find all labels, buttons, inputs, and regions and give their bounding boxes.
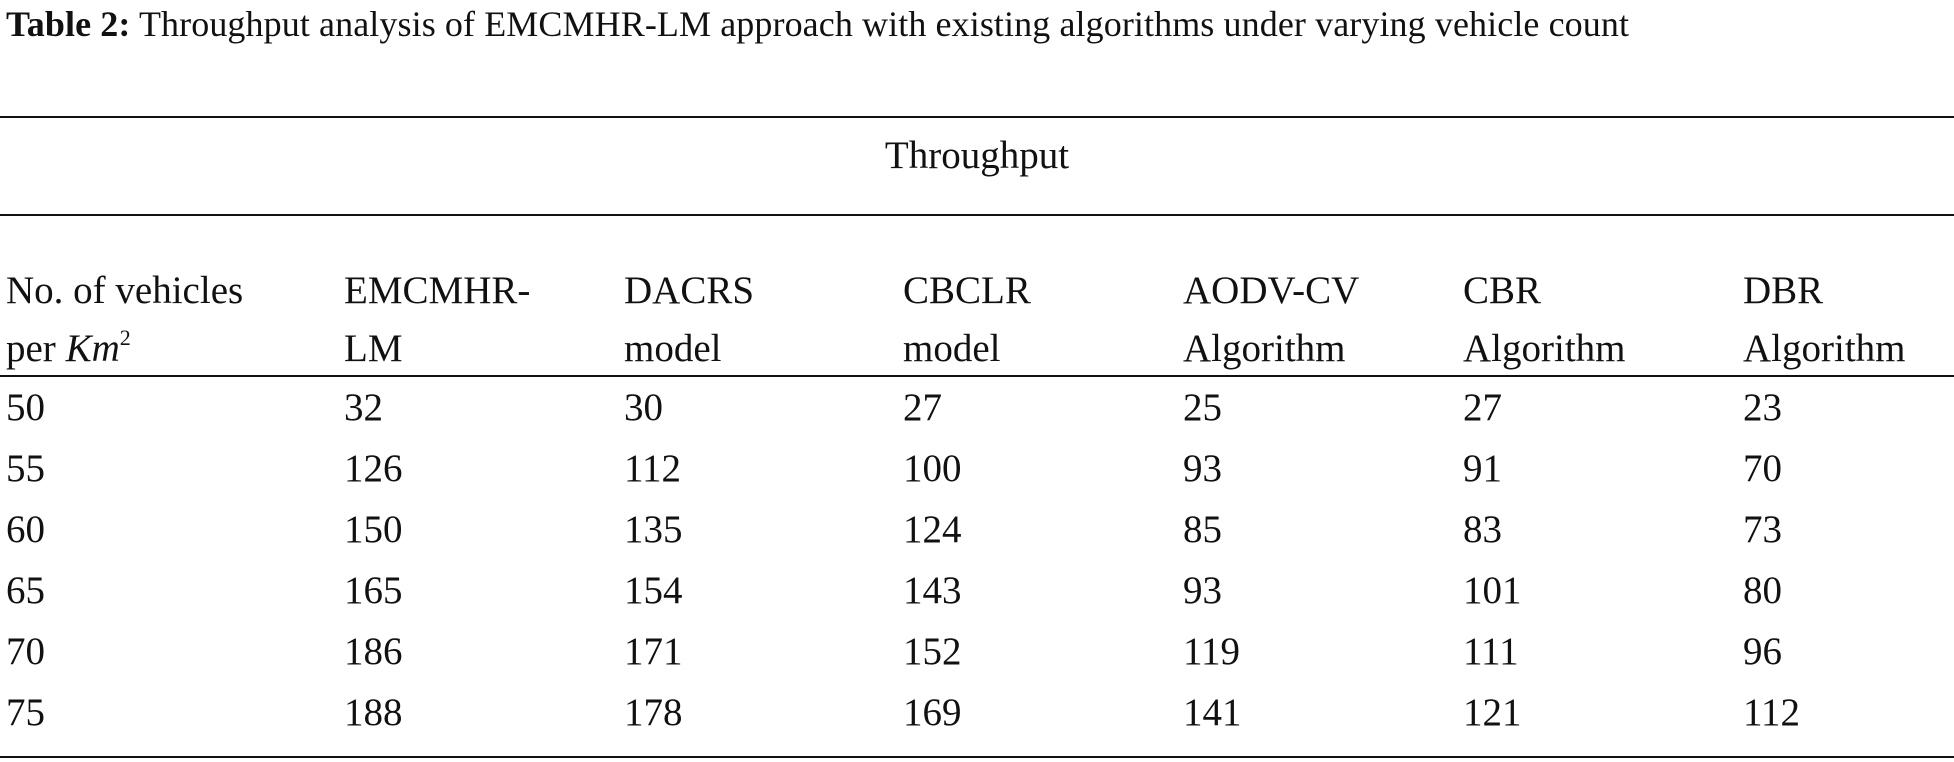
group-header-rule bbox=[0, 214, 1954, 216]
table-cell: 30 bbox=[624, 386, 663, 429]
column-header-emcmhr-lm: EMCMHR- LM bbox=[344, 262, 530, 378]
table-cell: 65 bbox=[6, 569, 45, 612]
column-header-line1: DACRS bbox=[624, 269, 755, 312]
column-header-line1: AODV-CV bbox=[1183, 269, 1360, 312]
table-cell: 186 bbox=[344, 630, 403, 673]
table-cell: 70 bbox=[6, 630, 45, 673]
column-header-line2: Algorithm bbox=[1183, 327, 1346, 370]
table-row: 55 126 112 100 93 91 70 bbox=[0, 439, 1954, 499]
column-header-line1: CBR bbox=[1463, 269, 1542, 312]
table-cell: 141 bbox=[1183, 691, 1242, 734]
table-cell: 85 bbox=[1183, 508, 1222, 551]
caption-text: Throughput analysis of EMCMHR-LM approac… bbox=[130, 4, 1630, 44]
column-header-line2: per Km2 bbox=[6, 320, 243, 378]
table-cell: 101 bbox=[1463, 569, 1522, 612]
table-cell: 112 bbox=[624, 447, 682, 490]
table-cell: 188 bbox=[344, 691, 403, 734]
column-header-vehicles: No. of vehicles per Km2 bbox=[6, 262, 243, 378]
table-cell: 91 bbox=[1463, 447, 1502, 490]
table-cell: 25 bbox=[1183, 386, 1222, 429]
header-rule bbox=[0, 375, 1954, 377]
table-row: 65 165 154 143 93 101 80 bbox=[0, 561, 1954, 621]
table-cell: 165 bbox=[344, 569, 403, 612]
column-header-line1: No. of vehicles bbox=[6, 269, 244, 312]
column-header-dacrs: DACRS model bbox=[624, 262, 754, 378]
table-caption: Table 2: Throughput analysis of EMCMHR-L… bbox=[6, 2, 1946, 47]
table-cell: 154 bbox=[624, 569, 683, 612]
column-header-line2: model bbox=[903, 327, 1001, 370]
column-header-line2: LM bbox=[344, 327, 403, 370]
table-cell: 100 bbox=[903, 447, 962, 490]
table-cell: 119 bbox=[1183, 630, 1241, 673]
column-header-prefix: per bbox=[6, 327, 66, 370]
column-header-superscript: 2 bbox=[119, 325, 131, 350]
table-cell: 73 bbox=[1743, 508, 1782, 551]
table-cell: 152 bbox=[903, 630, 962, 673]
table-row: 60 150 135 124 85 83 73 bbox=[0, 500, 1954, 560]
column-header-line1: EMCMHR- bbox=[344, 269, 531, 312]
table-row: 75 188 178 169 141 121 112 bbox=[0, 683, 1954, 743]
table-cell: 32 bbox=[344, 386, 383, 429]
table-cell: 124 bbox=[903, 508, 962, 551]
table-cell: 150 bbox=[344, 508, 403, 551]
table-row: 50 32 30 27 25 27 23 bbox=[0, 378, 1954, 438]
table-cell: 93 bbox=[1183, 569, 1222, 612]
column-header-cbr: CBR Algorithm bbox=[1463, 262, 1626, 378]
table-cell: 143 bbox=[903, 569, 962, 612]
table-cell: 135 bbox=[624, 508, 683, 551]
column-header-unit: Km bbox=[65, 327, 120, 370]
column-header-line1: CBCLR bbox=[903, 269, 1031, 312]
table-cell: 178 bbox=[624, 691, 683, 734]
caption-label: Table 2: bbox=[6, 4, 131, 44]
table-cell: 27 bbox=[903, 386, 942, 429]
column-header-line2: Algorithm bbox=[1463, 327, 1626, 370]
column-header-line2: Algorithm bbox=[1743, 327, 1906, 370]
column-header-aodv-cv: AODV-CV Algorithm bbox=[1183, 262, 1359, 378]
table-cell: 23 bbox=[1743, 386, 1782, 429]
table-cell: 60 bbox=[6, 508, 45, 551]
table-cell: 55 bbox=[6, 447, 45, 490]
table-cell: 83 bbox=[1463, 508, 1502, 551]
bottom-rule bbox=[0, 756, 1954, 758]
table-cell: 112 bbox=[1743, 691, 1801, 734]
top-rule bbox=[0, 116, 1954, 118]
column-header-cbclr: CBCLR model bbox=[903, 262, 1031, 378]
table-cell: 50 bbox=[6, 386, 45, 429]
table-cell: 96 bbox=[1743, 630, 1782, 673]
table-row: 70 186 171 152 119 111 96 bbox=[0, 622, 1954, 682]
group-header: Throughput bbox=[884, 134, 1070, 177]
column-header-line1: DBR bbox=[1743, 269, 1824, 312]
table-cell: 27 bbox=[1463, 386, 1502, 429]
table-cell: 169 bbox=[903, 691, 962, 734]
table-cell: 126 bbox=[344, 447, 403, 490]
table-cell: 70 bbox=[1743, 447, 1782, 490]
column-header-dbr: DBR Algorithm bbox=[1743, 262, 1906, 378]
table-cell: 75 bbox=[6, 691, 45, 734]
table-cell: 80 bbox=[1743, 569, 1782, 612]
table-cell: 111 bbox=[1463, 630, 1519, 673]
table-cell: 121 bbox=[1463, 691, 1522, 734]
table-cell: 171 bbox=[624, 630, 683, 673]
table-cell: 93 bbox=[1183, 447, 1222, 490]
column-header-line2: model bbox=[624, 327, 722, 370]
